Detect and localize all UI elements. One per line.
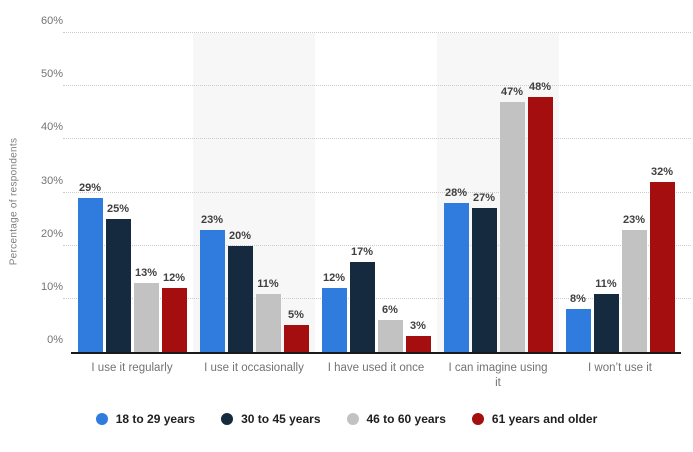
bar-value-label: 12% [322,272,346,285]
bar-value-label: 23% [622,213,646,226]
bar-group: 28% 27% 47% 48% [437,33,559,352]
gridline [63,297,691,299]
bar-group: 8% 11% 23% 32% [559,33,681,352]
legend-item[interactable]: 61 years and older [471,412,598,426]
bar: 27% [471,192,497,352]
bar: 3% [405,320,431,352]
bar-group: 23% 20% 11% 5% [193,33,315,352]
y-axis-title: Percentage of respondents [8,137,20,266]
bar-group: 12% 17% 6% 3% [315,33,437,352]
bar: 47% [499,86,525,352]
legend-item[interactable]: 18 to 29 years [95,412,196,426]
legend-swatch [471,413,484,425]
legend-item[interactable]: 46 to 60 years [346,412,446,426]
y-tick-label: 40% [40,121,63,134]
legend-label: 61 years and older [491,412,598,426]
gridline [63,191,691,193]
y-tick-label: 0% [47,334,63,346]
bar: 32% [649,166,675,352]
y-tick-label: 30% [40,174,63,187]
bar-value-label: 28% [444,187,468,200]
bar: 8% [565,293,591,352]
bar-value-label: 48% [528,80,552,93]
legend-swatch [221,413,234,425]
bar: 17% [349,246,375,352]
bar-group: 29% 25% 13% 12% [71,33,193,352]
bar: 5% [283,309,309,352]
bar-value-label: 29% [78,181,102,194]
bar-value-label: 27% [472,192,496,205]
bar-groups: 29% 25% 13% 12% 23% 20% 11% 5% 12% 17% 6% 3% 28% 27% 4… [71,33,681,352]
x-category-label: I use it regularly [91,362,173,374]
x-category-label: I have used it once [327,362,425,374]
plot-area: 0% 10% 20% 30% 40% 50% 60% 29% 25% 13% 12% 23% 20% 1… [41,15,691,354]
x-axis-labels: I use it regularly I use it occasionally I… [71,361,681,391]
bar-value-label: 13% [134,266,158,279]
bar: 11% [255,278,281,352]
bar-value-label: 20% [228,229,252,242]
bar-value-label: 23% [200,213,224,226]
bar: 28% [443,187,469,352]
x-category-label: I use it occasionally [204,362,304,374]
bar: 11% [593,278,619,352]
bar: 20% [227,230,253,352]
x-category-label: I won’t use it [588,362,652,374]
bar-value-label: 3% [410,320,426,333]
y-tick-label: 60% [40,15,63,27]
bar: 25% [105,203,131,352]
bar: 12% [161,272,187,352]
gridline [63,32,691,33]
bar: 48% [527,81,553,352]
bar-value-label: 11% [595,277,617,290]
legend-label: 46 to 60 years [366,412,446,426]
legend-label: 30 to 45 years [241,412,321,426]
bar-value-label: 47% [500,86,524,99]
bar-value-label: 6% [382,304,398,317]
bar-value-label: 12% [162,272,186,285]
bar-value-label: 5% [288,309,304,322]
bar-value-label: 8% [570,293,586,306]
bar-value-label: 32% [650,165,674,178]
legend-swatch [346,413,359,425]
legend: 18 to 29 years 30 to 45 years 46 to 60 yea… [0,412,693,426]
legend-swatch [95,413,108,425]
bar-value-label: 11% [257,277,279,290]
bar: 23% [621,214,647,352]
y-tick-label: 10% [40,280,63,293]
gridline [63,138,691,140]
y-tick-label: 50% [40,68,63,81]
bar: 6% [377,304,403,352]
legend-label: 18 to 29 years [115,412,196,426]
legend-item[interactable]: 30 to 45 years [221,412,321,426]
bar: 23% [199,214,225,352]
bar: 29% [77,182,103,352]
bar: 13% [133,267,159,352]
bar-value-label: 17% [350,245,374,258]
bar: 12% [321,272,347,352]
x-category-label: I can imagine using it [448,362,548,389]
gridline [63,85,691,87]
gridline [63,244,691,246]
bar-value-label: 25% [106,203,130,216]
y-tick-label: 20% [40,227,63,240]
